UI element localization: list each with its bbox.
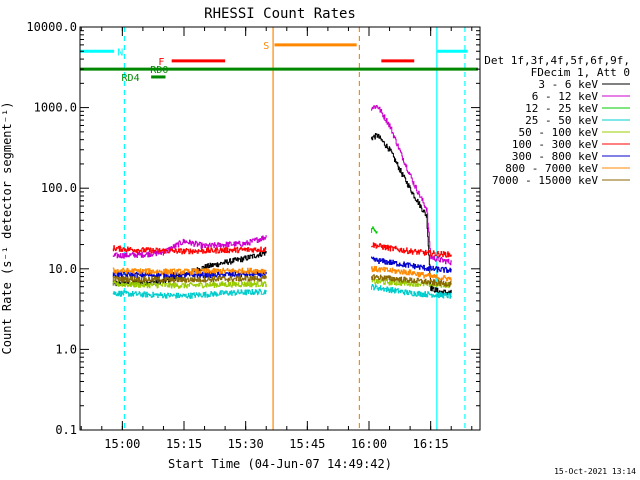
y-tick-label-3: 100.0: [41, 181, 77, 195]
series-5-segment-1: [371, 242, 452, 258]
legend-label-4: 50 - 100 keV: [519, 126, 599, 139]
series-0-segment-1: [371, 133, 452, 296]
legend-label-2: 12 - 25 keV: [525, 102, 598, 115]
legend-header-1: FDecim 1, Att 0: [531, 66, 630, 79]
x-axis-label: Start Time (04-Jun-07 14:49:42): [168, 457, 392, 471]
state-label-s: S: [263, 41, 269, 52]
x-tick-label-2: 15:30: [228, 437, 264, 451]
series-8-segment-1: [371, 274, 452, 287]
x-tick-label-3: 15:45: [289, 437, 325, 451]
legend-label-6: 300 - 800 keV: [512, 150, 598, 163]
chart-title: RHESSI Count Rates: [204, 6, 356, 22]
series-6-segment-1: [371, 256, 452, 273]
series-4-segment-0: [112, 280, 267, 289]
series-3-segment-0: [112, 288, 267, 299]
legend-label-8: 7000 - 15000 keV: [492, 174, 598, 187]
legend-label-5: 100 - 300 keV: [512, 138, 598, 151]
y-axis-label: Count Rate (s⁻¹ detector segment⁻¹): [0, 102, 14, 355]
x-tick-label-4: 16:00: [351, 437, 387, 451]
render-timestamp: 15-Oct-2021 13:14: [554, 467, 636, 476]
series-3-segment-1: [371, 284, 452, 299]
y-tick-label-5: 10000.0: [26, 20, 77, 34]
x-tick-label-0: 15:00: [104, 437, 140, 451]
plot-area: N F S RD0 RD4: [80, 27, 478, 430]
axes: 15:00 15:15 15:30 15:45 16:00 16:15 0.1 1.0 10.0…: [26, 20, 481, 451]
y-tick-label-1: 1.0: [55, 342, 77, 356]
series-5-segment-0: [112, 245, 267, 255]
series-8-segment-0: [112, 275, 267, 283]
series-1-segment-1: [371, 105, 452, 266]
legend-label-0: 3 - 6 keV: [538, 78, 598, 91]
y-tick-label-2: 10.0: [48, 262, 77, 276]
series-2-segment-0: [371, 226, 378, 234]
plot-frame: [79, 26, 481, 431]
state-label-rd4: RD4: [122, 73, 140, 84]
legend-header-0: Det 1f,3f,4f,5f,6f,9f,: [484, 54, 630, 67]
series-7-segment-0: [112, 267, 267, 275]
state-label-n: N: [117, 47, 123, 58]
legend-label-7: 800 - 7000 keV: [505, 162, 598, 175]
legend: Det 1f,3f,4f,5f,6f,9f,FDecim 1, Att 03 -…: [484, 54, 630, 187]
x-tick-label-1: 15:15: [166, 437, 202, 451]
state-label-rd0: RD0: [150, 65, 168, 76]
legend-label-3: 25 - 50 keV: [525, 114, 598, 127]
legend-label-1: 6 - 12 keV: [532, 90, 599, 103]
y-tick-label-0: 0.1: [55, 423, 77, 437]
x-tick-label-5: 16:15: [413, 437, 449, 451]
y-tick-label-4: 1000.0: [34, 101, 77, 115]
series-1-segment-0: [112, 235, 267, 259]
state-label-f: F: [158, 57, 164, 68]
